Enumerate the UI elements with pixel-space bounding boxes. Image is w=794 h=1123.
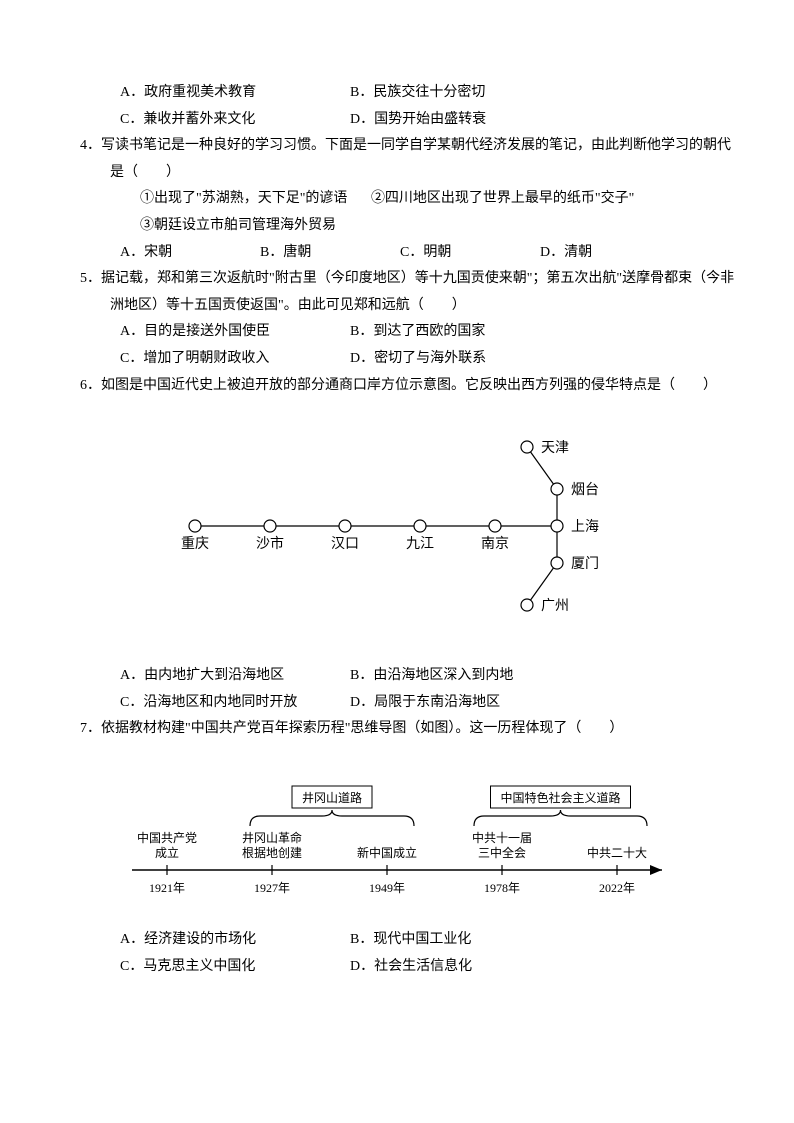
- svg-text:1927年: 1927年: [254, 881, 290, 895]
- q3-option-c: C．兼收并蓄外来文化: [120, 107, 350, 134]
- q6-diagram: 重庆 沙市 汉口 九江 南京 天津烟台上海厦门广州: [50, 411, 744, 651]
- svg-text:上海: 上海: [571, 519, 599, 535]
- q5-stem-line1: 5．据记载，郑和第三次返航时"附古里（今印度地区）等十九国贡使来朝"；第五次出航…: [80, 266, 744, 293]
- q4-option-a: A．宋朝: [120, 240, 260, 267]
- svg-text:成立: 成立: [155, 845, 179, 860]
- svg-text:井冈山革命: 井冈山革命: [242, 830, 302, 845]
- q4-item3: ③朝廷设立市舶司管理海外贸易: [140, 218, 336, 233]
- q7-diagram: 中国共产党成立 1921年 井冈山革命根据地创建 1927年 新中国成立 1949年 中共十…: [50, 755, 744, 915]
- svg-text:1949年: 1949年: [369, 881, 405, 895]
- q7-options-row2: C．马克思主义中国化 D．社会生活信息化: [50, 954, 744, 981]
- q6-diagram-svg: 重庆 沙市 汉口 九江 南京 天津烟台上海厦门广州: [157, 411, 637, 651]
- svg-text:天津: 天津: [541, 440, 569, 456]
- q5-option-b: B．到达了西欧的国家: [350, 319, 580, 346]
- q6-options-row1: A．由内地扩大到沿海地区 B．由沿海地区深入到内地: [50, 663, 744, 690]
- q6-option-d: D．局限于东南沿海地区: [350, 690, 580, 717]
- q6-option-b: B．由沿海地区深入到内地: [350, 663, 580, 690]
- q5-option-d: D．密切了与海外联系: [350, 346, 580, 373]
- svg-text:1978年: 1978年: [484, 881, 520, 895]
- q3-options-row2: C．兼收并蓄外来文化 D．国势开始由盛转衰: [50, 107, 744, 134]
- svg-text:南京: 南京: [481, 536, 509, 552]
- svg-text:三中全会: 三中全会: [478, 845, 526, 860]
- q7-option-d: D．社会生活信息化: [350, 954, 580, 981]
- q5-options-row2: C．增加了明朝财政收入 D．密切了与海外联系: [50, 346, 744, 373]
- q7-option-b: B．现代中国工业化: [350, 927, 580, 954]
- q4-items-line1: ①出现了"苏湖熟，天下足"的谚语 ②四川地区出现了世界上最早的纸币"交子": [50, 186, 744, 213]
- q4-items-line2: ③朝廷设立市舶司管理海外贸易: [50, 213, 744, 240]
- q4-stem: 4．写读书笔记是一种良好的学习习惯。下面是一同学自学某朝代经济发展的笔记，由此判…: [80, 133, 744, 186]
- svg-text:重庆: 重庆: [181, 536, 209, 552]
- q6-option-a: A．由内地扩大到沿海地区: [120, 663, 350, 690]
- q7-option-c: C．马克思主义中国化: [120, 954, 350, 981]
- q7-option-a: A．经济建设的市场化: [120, 927, 350, 954]
- svg-text:1921年: 1921年: [149, 881, 185, 895]
- svg-text:中共十一届: 中共十一届: [472, 830, 532, 845]
- svg-text:中国特色社会主义道路: 中国特色社会主义道路: [500, 790, 620, 805]
- svg-text:汉口: 汉口: [331, 536, 359, 552]
- svg-text:中共二十大: 中共二十大: [587, 845, 647, 860]
- q5-option-a: A．目的是接送外国使臣: [120, 319, 350, 346]
- q7-diagram-svg: 中国共产党成立 1921年 井冈山革命根据地创建 1927年 新中国成立 1949年 中共十…: [112, 755, 682, 915]
- q4-option-c: C．明朝: [400, 240, 540, 267]
- q4-options: A．宋朝 B．唐朝 C．明朝 D．清朝: [50, 240, 744, 267]
- q7-options-row1: A．经济建设的市场化 B．现代中国工业化: [50, 927, 744, 954]
- q6-stem: 6．如图是中国近代史上被迫开放的部分通商口岸方位示意图。它反映出西方列强的侵华特…: [80, 373, 744, 400]
- svg-text:九江: 九江: [406, 536, 434, 552]
- svg-text:广州: 广州: [541, 598, 569, 614]
- svg-text:沙市: 沙市: [256, 535, 284, 552]
- q7-stem: 7．依据教材构建"中国共产党百年探索历程"思维导图（如图）。这一历程体现了（ ）: [80, 716, 744, 743]
- q4-item1: ①出现了"苏湖熟，天下足"的谚语: [140, 191, 347, 206]
- q3-option-a: A．政府重视美术教育: [120, 80, 350, 107]
- svg-text:根据地创建: 根据地创建: [242, 846, 302, 860]
- q5-stem-line2: 洲地区）等十五国贡使返国"。由此可见郑和远航（ ）: [50, 293, 744, 320]
- q6-option-c: C．沿海地区和内地同时开放: [120, 690, 350, 717]
- q4-item2: ②四川地区出现了世界上最早的纸币"交子": [371, 191, 634, 206]
- q3-option-b: B．民族交往十分密切: [350, 80, 580, 107]
- svg-text:井冈山道路: 井冈山道路: [302, 790, 362, 805]
- svg-text:新中国成立: 新中国成立: [357, 845, 417, 860]
- q3-option-d: D．国势开始由盛转衰: [350, 107, 580, 134]
- q3-options-row1: A．政府重视美术教育 B．民族交往十分密切: [50, 80, 744, 107]
- q4-option-b: B．唐朝: [260, 240, 400, 267]
- q4-option-d: D．清朝: [540, 240, 680, 267]
- q6-options-row2: C．沿海地区和内地同时开放 D．局限于东南沿海地区: [50, 690, 744, 717]
- q5-option-c: C．增加了明朝财政收入: [120, 346, 350, 373]
- svg-text:厦门: 厦门: [571, 556, 599, 572]
- svg-text:烟台: 烟台: [571, 482, 599, 498]
- svg-text:中国共产党: 中国共产党: [137, 830, 197, 845]
- q5-options-row1: A．目的是接送外国使臣 B．到达了西欧的国家: [50, 319, 744, 346]
- svg-text:2022年: 2022年: [599, 881, 635, 895]
